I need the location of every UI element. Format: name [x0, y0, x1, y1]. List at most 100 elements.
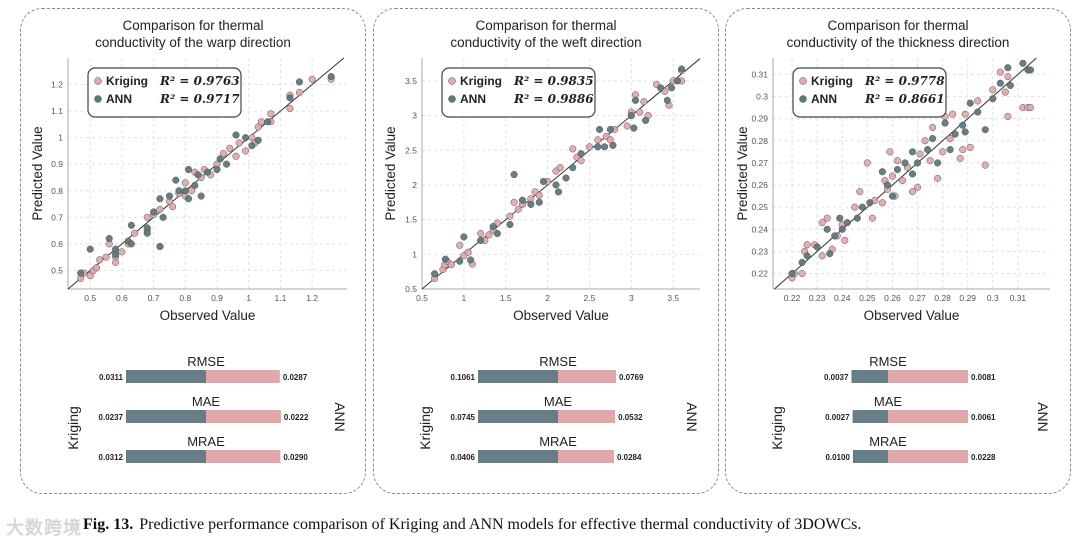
legend-marker-kriging [799, 77, 807, 85]
point-kriging [636, 108, 644, 116]
point-kriging [974, 97, 982, 105]
metrics-left-label: Kriging [65, 406, 81, 450]
point-ann [678, 65, 686, 73]
y-tick-label: 0.22 [751, 269, 768, 279]
metric-value-ann: 0.0228 [971, 453, 996, 462]
legend-r2: R² = 0.9886 [513, 92, 594, 106]
y-tick-label: 0.9 [51, 159, 63, 169]
y-tick-label: 1 [412, 249, 417, 259]
point-kriging [267, 110, 275, 118]
point-ann [518, 196, 527, 204]
point-ann [813, 243, 821, 251]
point-kriging [989, 86, 997, 94]
point-ann [222, 160, 231, 168]
point-ann [838, 225, 846, 233]
point-kriging [893, 157, 901, 165]
point-ann [577, 150, 585, 158]
metric-title: MRAE [869, 434, 907, 449]
point-kriging [112, 258, 120, 266]
point-kriging [241, 147, 250, 155]
point-ann [803, 252, 811, 260]
y-tick-label: 1.5 [405, 215, 417, 225]
legend-label: ANN [460, 92, 486, 106]
caption-text: Predictive performance comparison of Kri… [139, 516, 862, 533]
metric-value-ann: 0.0061 [971, 413, 996, 422]
metric-value-ann: 0.0532 [618, 413, 643, 422]
metrics-left-label: Kriging [769, 406, 785, 450]
x-tick-label: 0.6 [116, 293, 128, 303]
point-ann [989, 95, 997, 103]
metric-value-kriging: 0.0037 [824, 373, 849, 382]
chart-title-line1: Comparison for thermal [475, 18, 616, 33]
legend-marker-ann [94, 95, 102, 103]
metric-title: MRAE [539, 434, 577, 449]
metric-bar-kriging [852, 450, 888, 463]
point-kriging [913, 183, 922, 191]
point-kriging [851, 203, 859, 211]
x-tick-label: 3 [629, 293, 634, 303]
point-kriging [623, 122, 631, 130]
legend-label: ANN [811, 92, 837, 106]
point-kriging [921, 137, 929, 145]
x-tick-label: 0.8 [179, 293, 191, 303]
point-ann [878, 168, 886, 176]
y-tick-label: 3.5 [405, 76, 417, 86]
metric-value-ann: 0.0287 [283, 373, 308, 382]
point-ann [929, 134, 937, 143]
y-tick-label: 1.2 [51, 80, 63, 90]
metric-value-ann: 0.0769 [619, 373, 644, 382]
point-ann [901, 159, 909, 167]
point-kriging [841, 236, 849, 244]
y-axis-label: Predicted Value [735, 126, 750, 220]
metric-value-ann: 0.0222 [284, 413, 309, 422]
point-ann [981, 126, 989, 134]
panel-weft [373, 8, 719, 494]
point-ann [893, 165, 901, 174]
point-kriging [118, 248, 126, 256]
point-kriging [232, 152, 240, 160]
legend-r2: R² = 0.9778 [864, 74, 945, 88]
point-kriging [908, 188, 917, 196]
point-ann [527, 200, 535, 208]
point-kriging [856, 188, 864, 196]
point-kriging [485, 231, 493, 239]
point-ann [606, 125, 614, 134]
metric-value-kriging: 0.0100 [825, 453, 850, 462]
point-kriging [219, 150, 227, 158]
point-ann [831, 232, 839, 240]
point-ann [86, 245, 94, 253]
point-ann [184, 195, 193, 203]
y-tick-label: 2 [412, 180, 417, 190]
point-kriging [956, 154, 964, 163]
metrics-right-label: ANN [1035, 402, 1051, 432]
point-kriging [886, 148, 894, 156]
point-ann [853, 214, 861, 222]
point-ann [112, 250, 120, 259]
metric-value-kriging: 0.0312 [99, 453, 124, 462]
x-tick-label: 0.27 [909, 293, 926, 303]
point-ann [254, 136, 262, 144]
chart-title-line2: conductivity of the warp direction [95, 35, 291, 50]
point-kriging [818, 252, 826, 260]
point-ann [858, 203, 866, 211]
point-ann [156, 195, 164, 203]
point-kriging [286, 104, 294, 112]
caption-label: Fig. 13. [83, 516, 134, 533]
x-tick-label: 2.5 [584, 293, 596, 303]
panel-warp [20, 8, 366, 494]
point-ann [843, 219, 851, 227]
point-ann [286, 94, 294, 102]
watermark: 大数跨境 [6, 518, 82, 538]
x-tick-label: 1.2 [306, 293, 318, 303]
point-kriging [585, 143, 594, 151]
y-tick-label: 0.5 [405, 284, 417, 294]
point-ann [788, 269, 796, 278]
y-tick-label: 1.1 [51, 106, 63, 116]
point-ann [959, 121, 967, 129]
point-kriging [295, 88, 303, 97]
point-ann [594, 143, 602, 151]
y-tick-label: 0.25 [751, 202, 768, 212]
point-ann [241, 134, 250, 142]
metric-value-ann: 0.0290 [283, 453, 308, 462]
metric-bar-kriging [126, 370, 206, 383]
